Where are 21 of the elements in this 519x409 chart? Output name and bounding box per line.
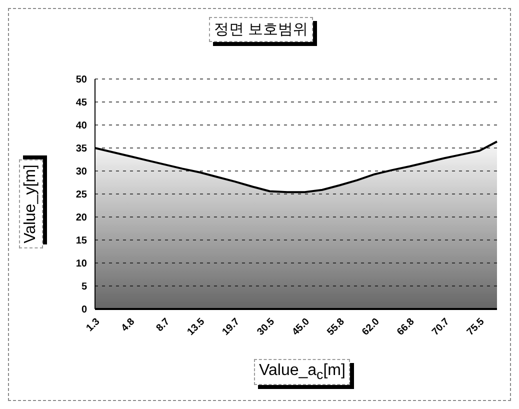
x-tick-label: 62.0 xyxy=(360,316,382,338)
x-axis-title: Value_a$_{c}$[m] xyxy=(254,359,350,386)
y-tick-label: 45 xyxy=(76,98,88,109)
x-tick-label: 8.7 xyxy=(154,316,172,334)
y-tick-label: 35 xyxy=(76,144,88,155)
y-tick-label: 40 xyxy=(76,120,88,132)
chart-title: 정면 보호범위 xyxy=(209,17,314,42)
y-tick-label: 5 xyxy=(81,282,88,293)
y-axis-title: Value_y[m] xyxy=(19,160,43,248)
y-tick-label: 0 xyxy=(81,304,88,316)
x-tick-label: 45.0 xyxy=(290,316,312,338)
y-tick-label: 30 xyxy=(76,166,88,178)
x-tick-label: 1.3 xyxy=(84,316,102,334)
x-tick-label: 4.8 xyxy=(119,316,138,334)
y-tick-label: 20 xyxy=(76,212,88,224)
y-tick-label: 50 xyxy=(76,74,88,86)
y-tick-label: 15 xyxy=(76,236,88,247)
x-tick-label: 66.8 xyxy=(395,316,418,338)
x-tick-label: 55.8 xyxy=(325,316,348,338)
y-tick-label: 10 xyxy=(76,258,88,270)
y-tick-label: 25 xyxy=(76,190,88,201)
